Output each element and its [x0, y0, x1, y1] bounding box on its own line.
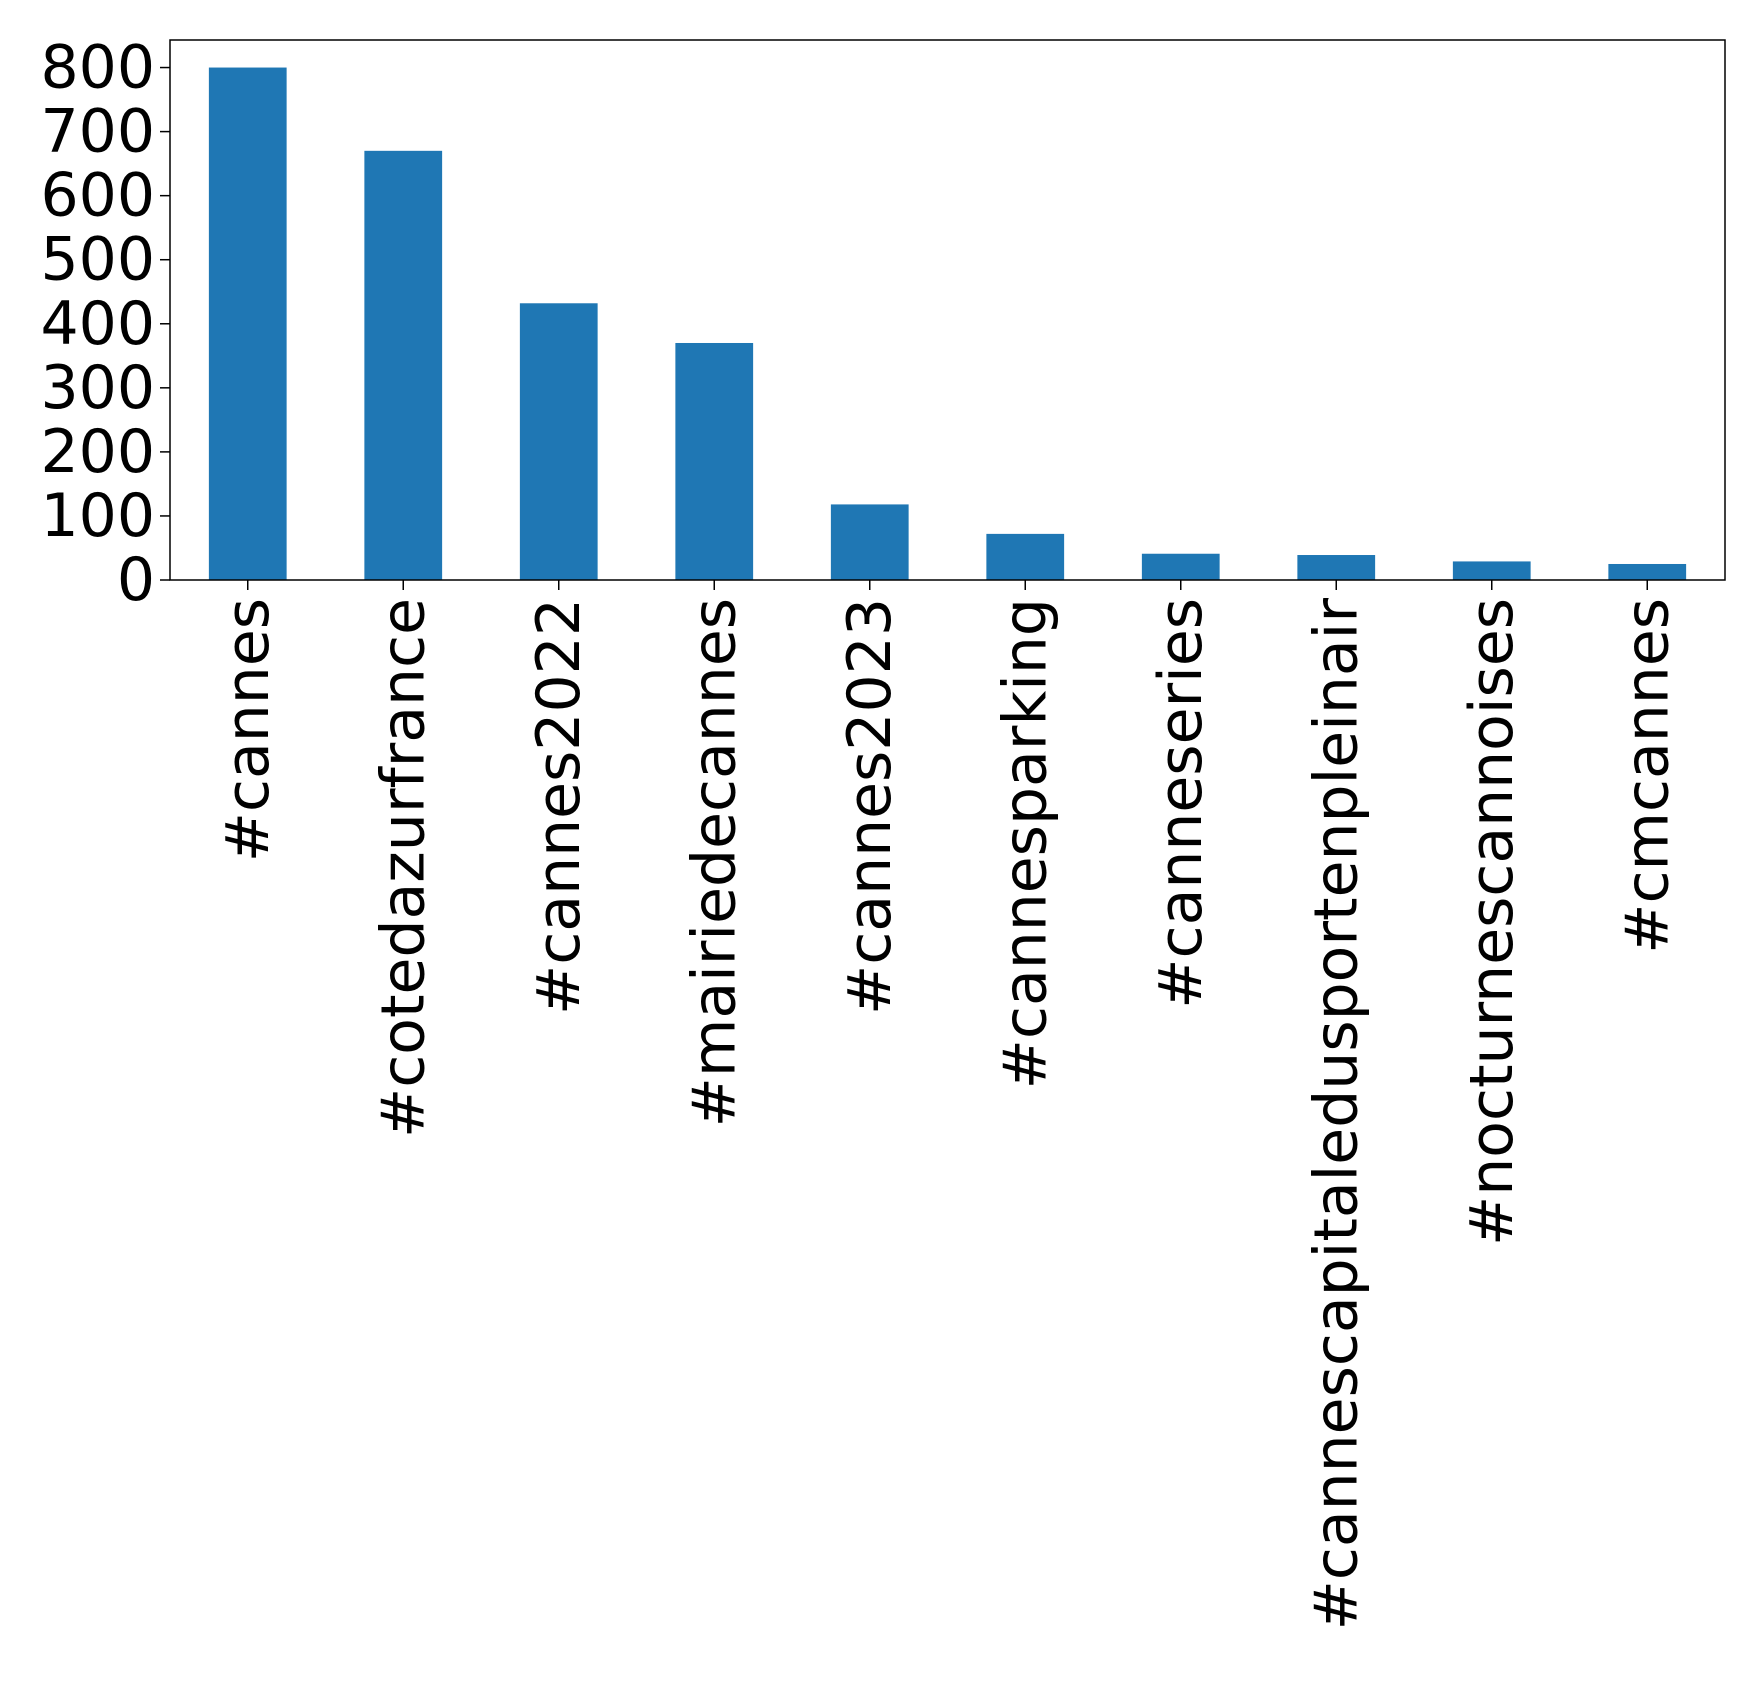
x-tick-label-6: #canneseries — [1146, 598, 1216, 1009]
bar-7 — [1297, 555, 1376, 580]
bar-1 — [364, 150, 443, 580]
y-tick-label-5: 500 — [40, 225, 155, 295]
x-tick-label-7: #cannescapitaledusportenpleinair — [1301, 598, 1371, 1631]
bar-6 — [1141, 553, 1220, 580]
y-tick-label-6: 600 — [40, 161, 155, 231]
x-tick-label-0: #cannes — [213, 598, 283, 862]
plot-frame — [169, 39, 1726, 581]
y-tick-label-3: 300 — [40, 353, 155, 423]
bar-4 — [830, 504, 909, 580]
y-tick-label-8: 800 — [40, 33, 155, 103]
x-tick-label-3: #mairiedecannes — [679, 598, 749, 1127]
x-tick-label-8: #nocturnescannoises — [1457, 598, 1527, 1246]
bar-8 — [1452, 561, 1531, 580]
bar-9 — [1608, 563, 1687, 580]
y-tick-label-4: 400 — [40, 289, 155, 359]
x-tick-label-2: #cannes2022 — [524, 598, 594, 1015]
bar-2 — [519, 303, 598, 580]
x-axis: #cannes #cotedazurfrance #cannes2022 #mairi… — [213, 580, 1682, 1631]
bar-5 — [986, 533, 1065, 580]
y-tick-label-7: 700 — [40, 97, 155, 167]
y-tick-label-0: 0 — [117, 545, 155, 615]
bars-group — [208, 67, 1687, 580]
x-tick-label-4: #cannes2023 — [835, 598, 905, 1015]
x-tick-label-1: #cotedazurfrance — [368, 598, 438, 1138]
bar-0 — [208, 67, 287, 580]
x-tick-label-9: #cmcannes — [1612, 598, 1682, 954]
x-tick-label-5: #cannesparking — [990, 598, 1060, 1089]
y-tick-label-2: 200 — [40, 417, 155, 487]
bar-3 — [675, 342, 754, 580]
y-tick-label-1: 100 — [40, 481, 155, 551]
